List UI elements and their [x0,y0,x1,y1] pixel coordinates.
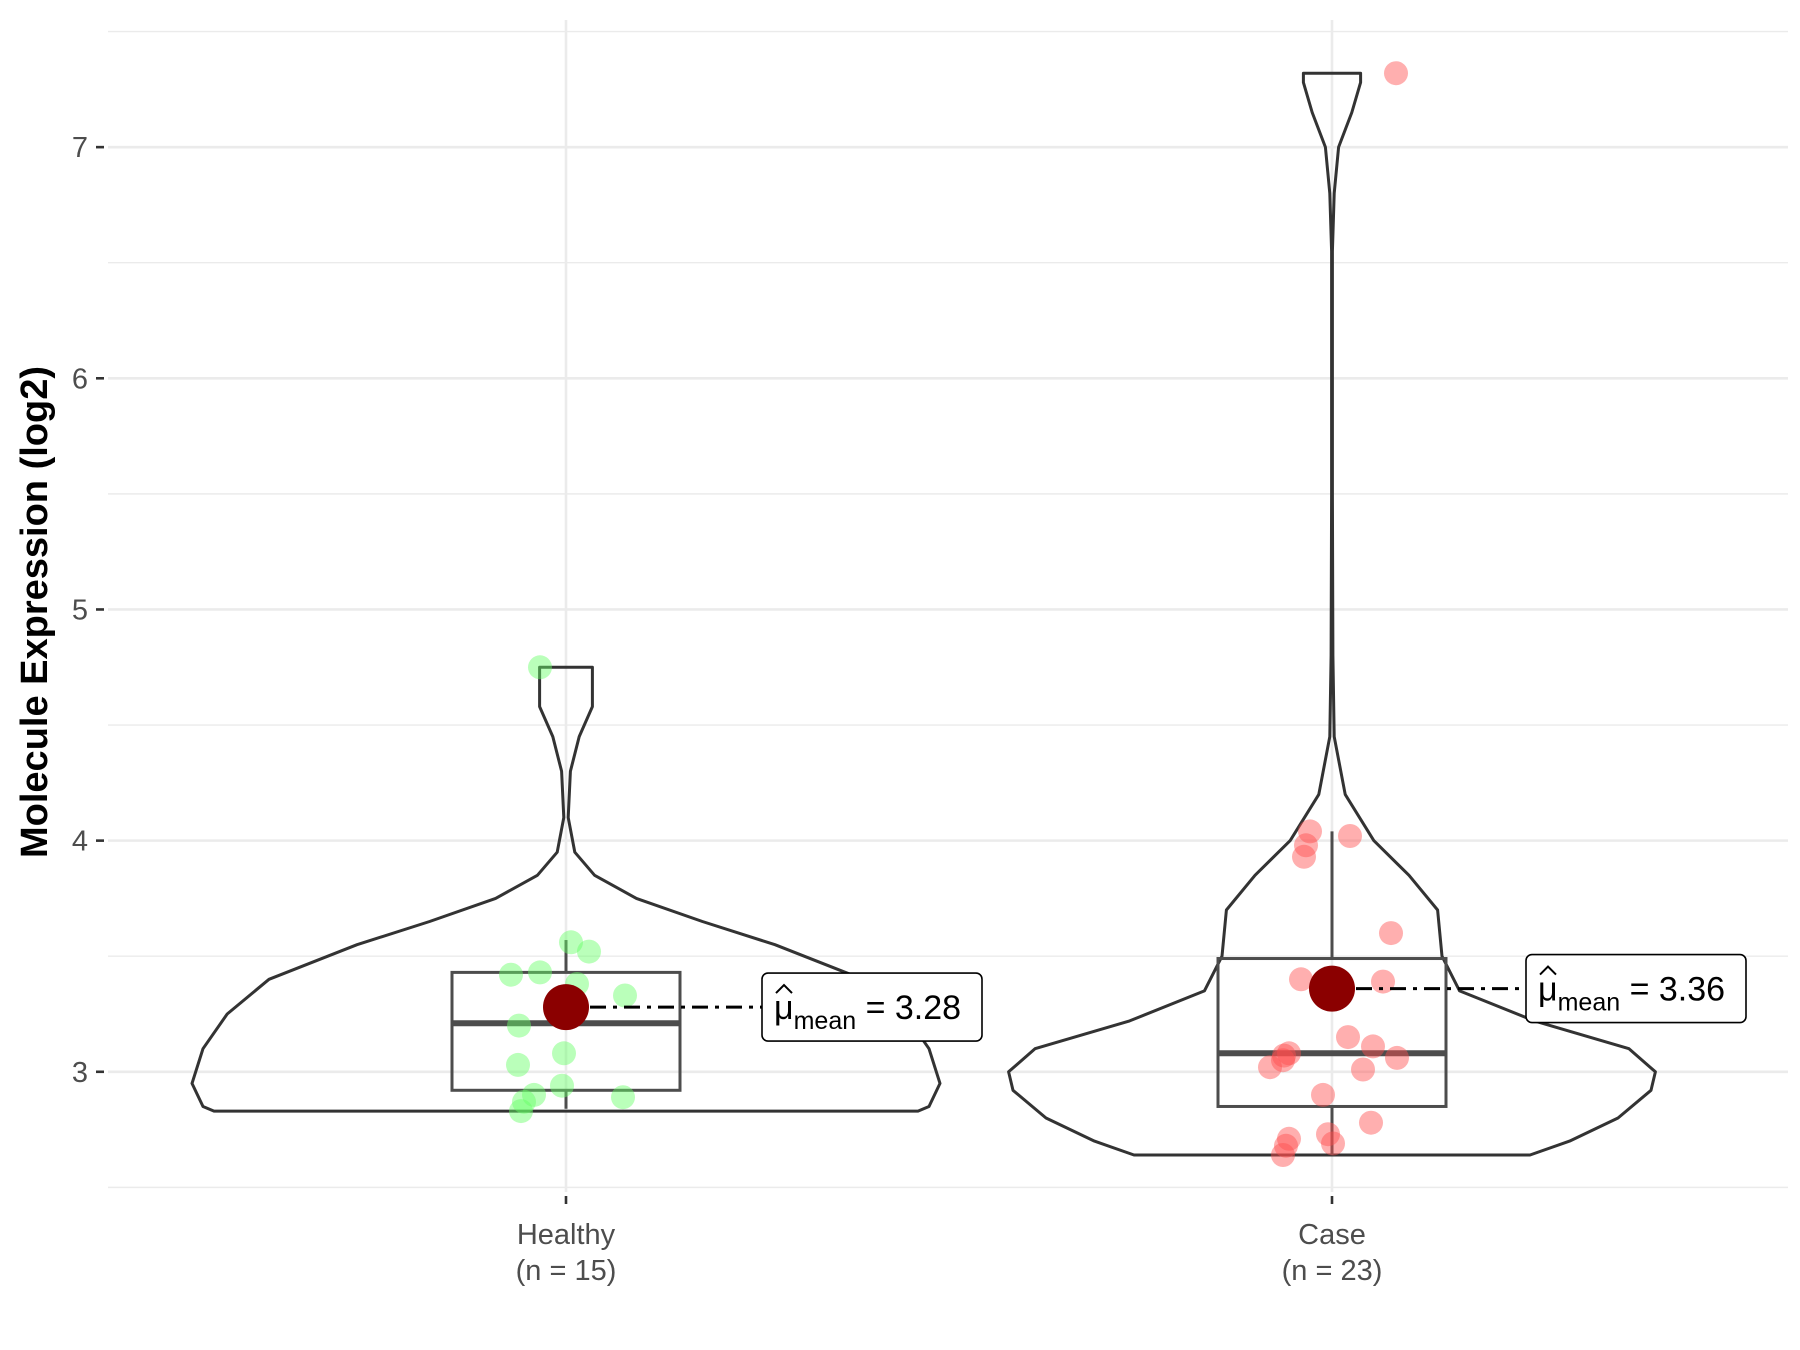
data-point [552,1041,576,1066]
group-case: μmean = 3.36 [1007,61,1747,1167]
y-tick-label: 3 [72,1057,88,1089]
x-axis: Healthy (n = 15) Case (n = 23) [516,1196,1383,1287]
data-point [550,1073,574,1098]
group-healthy: μmean = 3.28 [190,655,983,1124]
plot-groups: μmean = 3.28 μmean = 3.36 [190,61,1747,1167]
box [1216,957,1448,1108]
mean-symbol: μ [1538,971,1558,1009]
data-point [1298,819,1322,844]
y-axis: 3 4 5 6 7 [72,132,104,1089]
data-point [1361,1034,1385,1059]
data-point [1359,1110,1383,1135]
data-point [1292,844,1316,869]
data-point [1336,1025,1360,1050]
data-point [499,962,523,987]
hat-icon [1539,965,1557,976]
x-tick-label: Healthy [517,1219,616,1251]
data-point [1274,1133,1298,1158]
data-point [507,1013,531,1038]
data-point [1351,1057,1375,1082]
data-point [506,1052,530,1077]
mean-subscript: mean [794,1007,857,1035]
y-tick-label: 5 [72,594,88,626]
y-tick-label: 7 [72,132,88,164]
data-point [1385,1045,1409,1070]
x-tick-count-label: (n = 23) [1282,1255,1383,1287]
mean-label-box [1525,953,1747,1024]
data-point [512,1089,536,1114]
data-point [528,960,552,985]
mean-subscript: mean [1558,989,1621,1017]
y-tick-label: 6 [72,363,88,395]
data-point [611,1085,635,1110]
data-point [1338,824,1362,848]
data-point [1277,1041,1301,1066]
data-point [1294,833,1318,858]
data-point [613,983,637,1008]
data-point [1321,1131,1345,1156]
mean-label-box [761,972,983,1042]
data-point [528,655,552,680]
mean-symbol: μ [774,989,794,1027]
data-point [509,1099,533,1124]
data-point [577,939,601,964]
x-tick-label: Case [1298,1219,1366,1251]
y-tick-label: 4 [72,826,88,858]
hat-icon [775,983,793,994]
mean-point [543,984,589,1031]
data-point [1289,967,1313,992]
data-point [1272,1043,1296,1068]
data-point [1271,1048,1295,1073]
data-point [1311,1082,1335,1107]
data-point [559,930,583,955]
data-point [1271,1143,1295,1167]
y-axis-title: Molecule Expression (log2) [14,366,56,858]
mean-point [1309,965,1355,1012]
data-point [1384,61,1408,86]
mean-value: = 3.36 [1620,971,1725,1009]
x-tick-count-label: (n = 15) [516,1255,617,1287]
data-point [1371,969,1395,994]
mean-label: μmean = 3.36 [1538,971,1725,1017]
mean-value: = 3.28 [856,989,961,1027]
data-point [1277,1126,1301,1151]
mean-label: μmean = 3.28 [774,989,961,1035]
data-point [1379,921,1403,946]
violin-outline [1007,71,1657,1157]
data-point [522,1082,546,1107]
data-point [1316,1122,1340,1147]
box [450,970,682,1092]
data-point [1258,1055,1282,1080]
